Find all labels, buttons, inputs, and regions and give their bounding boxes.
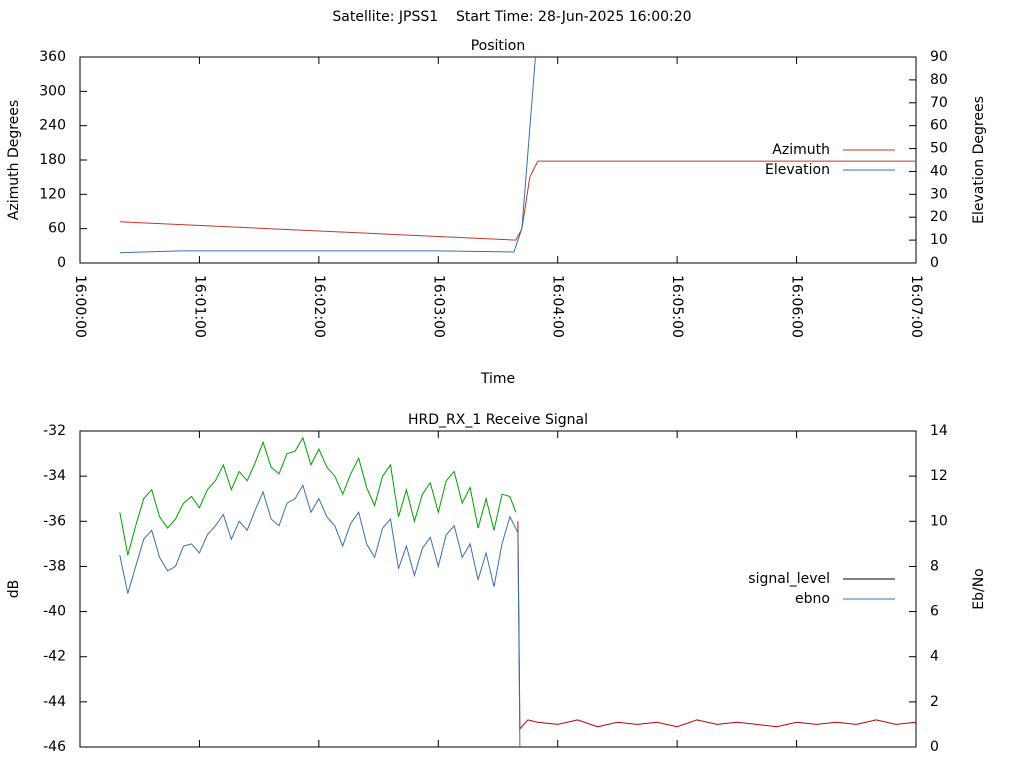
series-line <box>517 521 916 731</box>
chart-title: Position <box>471 38 526 54</box>
y2-tick-label: 70 <box>930 95 948 111</box>
legend-label: Azimuth <box>772 142 830 158</box>
series-line <box>119 160 916 241</box>
x-tick-label: 16:03:00 <box>430 275 446 338</box>
y2-tick-label: 0 <box>930 739 939 755</box>
y2-tick-label: 10 <box>930 513 948 529</box>
plot-frame <box>79 56 917 264</box>
y2-tick-label: 8 <box>930 558 939 574</box>
y-tick-label: -38 <box>43 558 66 574</box>
y-tick-label: -34 <box>43 468 66 484</box>
y2-tick-label: 60 <box>930 118 948 134</box>
series-line <box>119 57 536 254</box>
x-tick-label: 16:07:00 <box>908 275 924 338</box>
y-tick-label: 0 <box>57 255 66 271</box>
y-tick-label: -44 <box>43 694 66 710</box>
y2-tick-label: 20 <box>930 209 948 225</box>
y2-axis-label: Elevation Degrees <box>971 96 987 224</box>
y-tick-label: -46 <box>43 739 66 755</box>
x-tick-label: 16:01:00 <box>191 275 207 338</box>
x-tick-label: 16:06:00 <box>789 275 805 338</box>
y2-tick-label: 6 <box>930 604 939 620</box>
y-axis-label: Azimuth Degrees <box>6 100 22 220</box>
y2-tick-label: 10 <box>930 232 948 248</box>
y2-tick-label: 40 <box>930 163 948 179</box>
y-tick-label: 360 <box>39 49 66 65</box>
x-tick-label: 16:05:00 <box>669 275 685 338</box>
legend-label: ebno <box>795 591 830 607</box>
y-tick-label: -36 <box>43 513 66 529</box>
y2-axis-label: Eb/No <box>971 568 987 610</box>
y-tick-label: 180 <box>39 152 66 168</box>
y2-tick-label: 2 <box>930 694 939 710</box>
legend-label: Elevation <box>765 162 830 178</box>
x-tick-label: 16:00:00 <box>72 275 88 338</box>
y2-tick-label: 4 <box>930 649 939 665</box>
y2-tick-label: 90 <box>930 49 948 65</box>
x-tick-label: 16:02:00 <box>311 275 327 338</box>
y-tick-label: -32 <box>43 423 66 439</box>
y-tick-label: -40 <box>43 604 66 620</box>
chart-suptitle: Satellite: JPSS1 Start Time: 28-Jun-2025… <box>332 9 691 25</box>
y2-tick-label: 0 <box>930 255 939 271</box>
y-tick-label: 120 <box>39 186 66 202</box>
series-line <box>119 483 521 747</box>
y2-tick-label: 30 <box>930 186 948 202</box>
x-tick-label: 16:04:00 <box>550 275 566 338</box>
y2-tick-label: 12 <box>930 468 948 484</box>
y-tick-label: 60 <box>48 221 66 237</box>
y-tick-label: 300 <box>39 83 66 99</box>
y2-tick-label: 50 <box>930 141 948 157</box>
series-line <box>119 436 517 556</box>
y-axis-label: dB <box>6 580 22 599</box>
y-tick-label: 240 <box>39 118 66 134</box>
y-tick-label: -42 <box>43 649 66 665</box>
chart-title: HRD_RX_1 Receive Signal <box>408 412 588 428</box>
x-axis-label: Time <box>480 371 515 387</box>
legend-label: signal_level <box>748 571 830 587</box>
y2-tick-label: 14 <box>930 423 948 439</box>
y2-tick-label: 80 <box>930 72 948 88</box>
plot-frame <box>79 430 917 748</box>
